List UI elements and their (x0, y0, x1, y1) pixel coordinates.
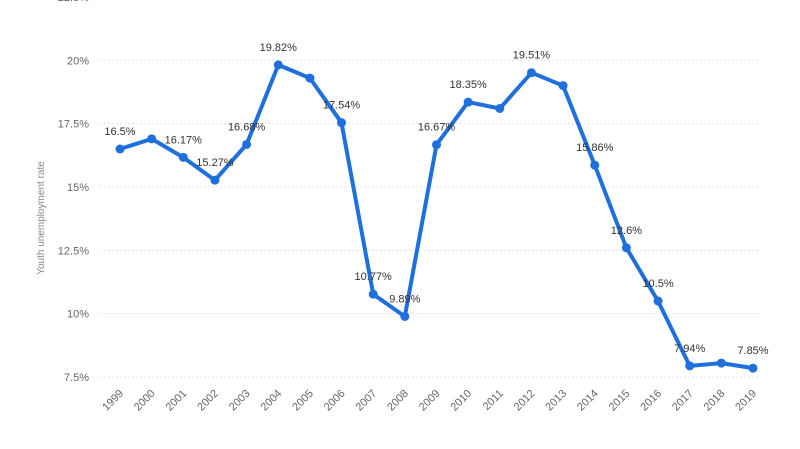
y-tick-label: 20% (67, 55, 89, 67)
data-point (495, 103, 505, 113)
y-tick-label: 10% (67, 309, 89, 321)
x-tick-label: 2006 (322, 388, 348, 414)
data-point (115, 144, 125, 154)
x-axis-tick-labels: 1999 2000 2001 2002 2003 2004 2005 2006 2007 2008… (100, 388, 759, 414)
x-tick-label: 2012 (512, 388, 538, 414)
x-tick-label: 2009 (417, 388, 443, 414)
series-line (118, 62, 755, 371)
data-point (621, 243, 631, 253)
data-label: 18.35% (449, 79, 487, 91)
data-point (432, 140, 441, 150)
data-label: 15.27% (196, 157, 234, 169)
x-tick-label: 2004 (259, 388, 285, 414)
data-label: 16.67% (418, 122, 456, 134)
data-point (242, 139, 252, 149)
data-point (273, 60, 283, 70)
data-label: 9.89% (389, 293, 420, 305)
x-tick-label: 2001 (164, 388, 190, 414)
x-tick-label: 2005 (290, 388, 316, 414)
data-point (337, 118, 347, 128)
y-tick-label: 22.5% (58, 0, 89, 4)
gridlines (100, 59, 760, 378)
data-point (526, 68, 536, 78)
x-tick-label: 2007 (354, 388, 380, 414)
x-tick-label: 2013 (543, 388, 569, 414)
data-label: 15.86% (576, 142, 614, 154)
data-label: 19.51% (513, 50, 551, 62)
data-label: 10.5% (642, 278, 673, 290)
data-label: 16.68% (228, 121, 266, 133)
x-tick-label: 2014 (575, 388, 601, 414)
data-label: 19.82% (260, 42, 298, 54)
x-tick-label: 2018 (702, 388, 728, 414)
data-label: 16.17% (165, 134, 203, 146)
y-tick-label: 17.5% (58, 119, 89, 131)
data-point (210, 175, 220, 185)
data-points (115, 60, 758, 373)
x-tick-label: 2000 (132, 388, 158, 414)
x-tick-label: 2017 (670, 388, 696, 414)
data-label: 7.85% (737, 345, 768, 357)
data-point (590, 160, 600, 170)
y-axis-tick-labels: 7.5% 10% 12.5% 15% 17.5% 20% 22.5% (58, 0, 89, 384)
x-tick-label: 2015 (607, 388, 633, 414)
y-tick-label: 12.5% (58, 245, 89, 257)
data-label: 17.54% (323, 100, 361, 112)
x-tick-label: 2019 (733, 388, 759, 414)
data-label: 10.77% (355, 271, 393, 283)
data-point (178, 152, 188, 162)
x-tick-label: 2008 (385, 388, 411, 414)
data-label: 12.6% (611, 225, 642, 237)
data-point (653, 296, 663, 306)
y-axis-title: Youth unemployment rate (36, 161, 47, 275)
data-point (558, 81, 568, 91)
data-label: 16.5% (104, 126, 135, 138)
data-point (716, 358, 726, 368)
data-point (400, 311, 410, 321)
data-point (748, 363, 758, 373)
data-point (463, 97, 473, 107)
x-tick-label: 1999 (100, 388, 126, 414)
data-point (685, 361, 695, 371)
y-tick-label: 15% (67, 182, 89, 194)
data-point (305, 73, 315, 83)
x-tick-label: 2016 (638, 388, 664, 414)
data-point (368, 289, 378, 299)
data-label: 7.94% (674, 343, 705, 355)
y-tick-label: 7.5% (64, 372, 89, 384)
x-tick-label: 2002 (195, 388, 221, 414)
x-tick-label: 2003 (227, 388, 253, 414)
x-tick-label: 2010 (448, 388, 474, 414)
data-labels: 16.5% 16.17% 15.27% 16.68% 19.82% 17.54% 10.77… (104, 42, 768, 357)
x-tick-label: 2011 (481, 388, 506, 413)
data-point (147, 134, 157, 144)
